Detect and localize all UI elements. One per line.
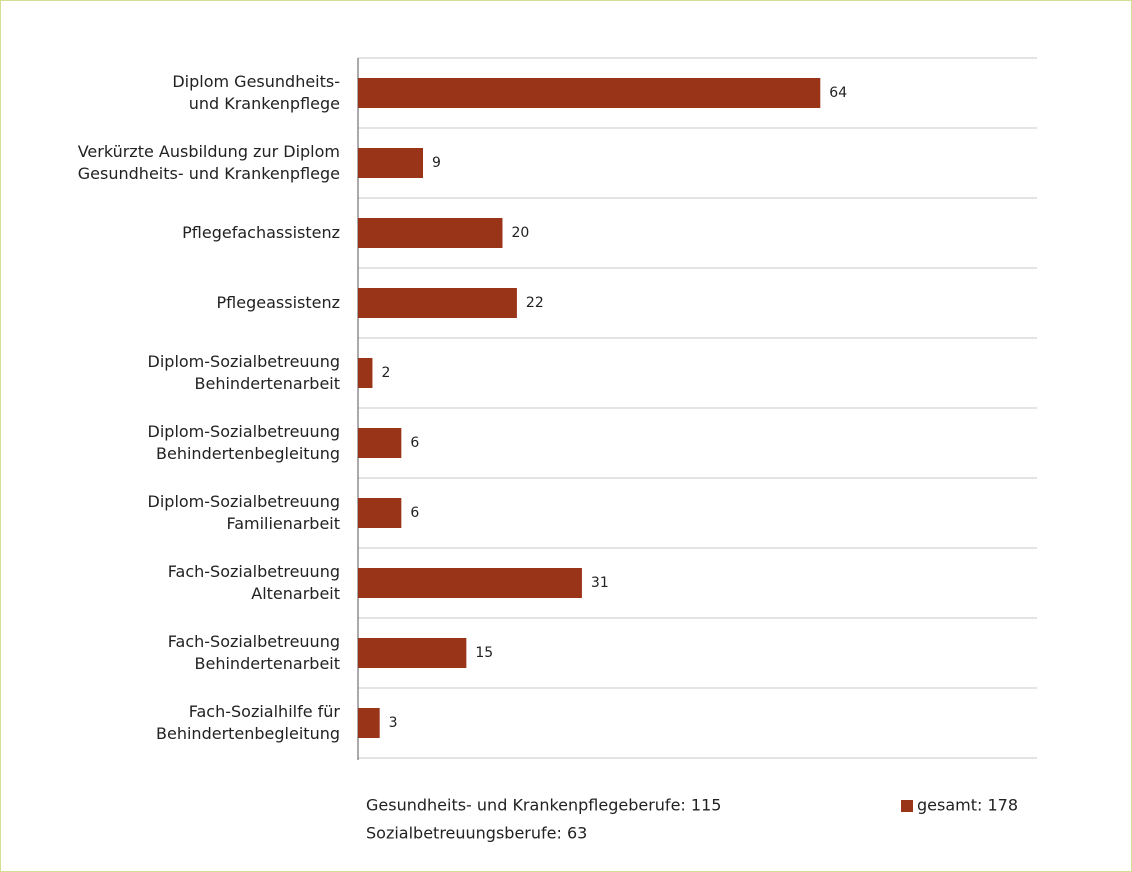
bar: [358, 638, 467, 668]
y-tick-label: Diplom-Sozialbetreuung Behindertenarbeit: [148, 352, 340, 393]
bar: [358, 428, 402, 458]
y-tick-label: Diplom-Sozialbetreuung Familienarbeit: [148, 492, 340, 533]
data-label: 3: [389, 715, 398, 731]
bar: [358, 78, 821, 108]
data-label: 64: [829, 85, 847, 101]
annotation: Sozialbetreuungsberufe: 63: [366, 824, 587, 843]
data-label: 2: [381, 365, 390, 381]
bar: [358, 358, 373, 388]
bar: [358, 568, 582, 598]
legend-swatch: [901, 800, 913, 812]
y-tick-label: Pflegefachassistenz: [182, 223, 340, 242]
bar: [358, 498, 402, 528]
data-label: 15: [475, 645, 493, 661]
data-label: 20: [511, 225, 529, 241]
y-tick-label: Fach-Sozialhilfe für Behindertenbegleitun…: [156, 702, 340, 743]
bar: [358, 708, 380, 738]
y-tick-label: Verkürzte Ausbildung zur Diplom Gesundhei…: [78, 142, 340, 183]
data-label: 22: [526, 295, 544, 311]
y-tick-label: Diplom Gesundheits-und Krankenpflege: [172, 72, 340, 113]
data-label: 9: [432, 155, 441, 171]
data-label: 6: [410, 435, 419, 451]
legend-label: gesamt: 178: [917, 796, 1018, 815]
annotation: Gesundheits- und Krankenpflegeberufe: 11…: [366, 796, 721, 815]
bar: [358, 288, 517, 318]
bar: [358, 218, 503, 248]
y-tick-label: Fach-Sozialbetreuung Behindertenarbeit: [168, 632, 340, 673]
y-tick-label: Fach-Sozialbetreuung Altenarbeit: [168, 562, 340, 603]
y-tick-label: Diplom-Sozialbetreuung Behindertenbegleit…: [148, 422, 340, 463]
y-tick-label: Pflegeassistenz: [217, 293, 340, 312]
data-label: 31: [591, 575, 609, 591]
bar: [358, 148, 424, 178]
data-label: 6: [410, 505, 419, 521]
